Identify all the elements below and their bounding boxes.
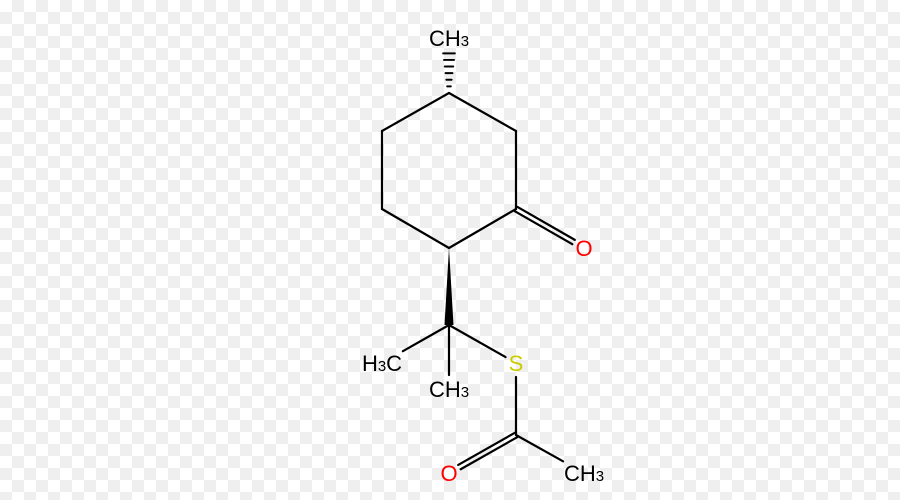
svg-text:H3C: H3C (362, 351, 402, 376)
svg-text:O: O (575, 236, 592, 261)
svg-text:CH3: CH3 (429, 26, 469, 51)
svg-text:O: O (440, 461, 457, 486)
svg-text:S: S (509, 351, 524, 376)
molecule-svg: CH3 O H3C CH3 S O CH3 (0, 0, 900, 500)
svg-text:CH3: CH3 (564, 461, 604, 486)
svg-text:CH3: CH3 (429, 377, 469, 402)
